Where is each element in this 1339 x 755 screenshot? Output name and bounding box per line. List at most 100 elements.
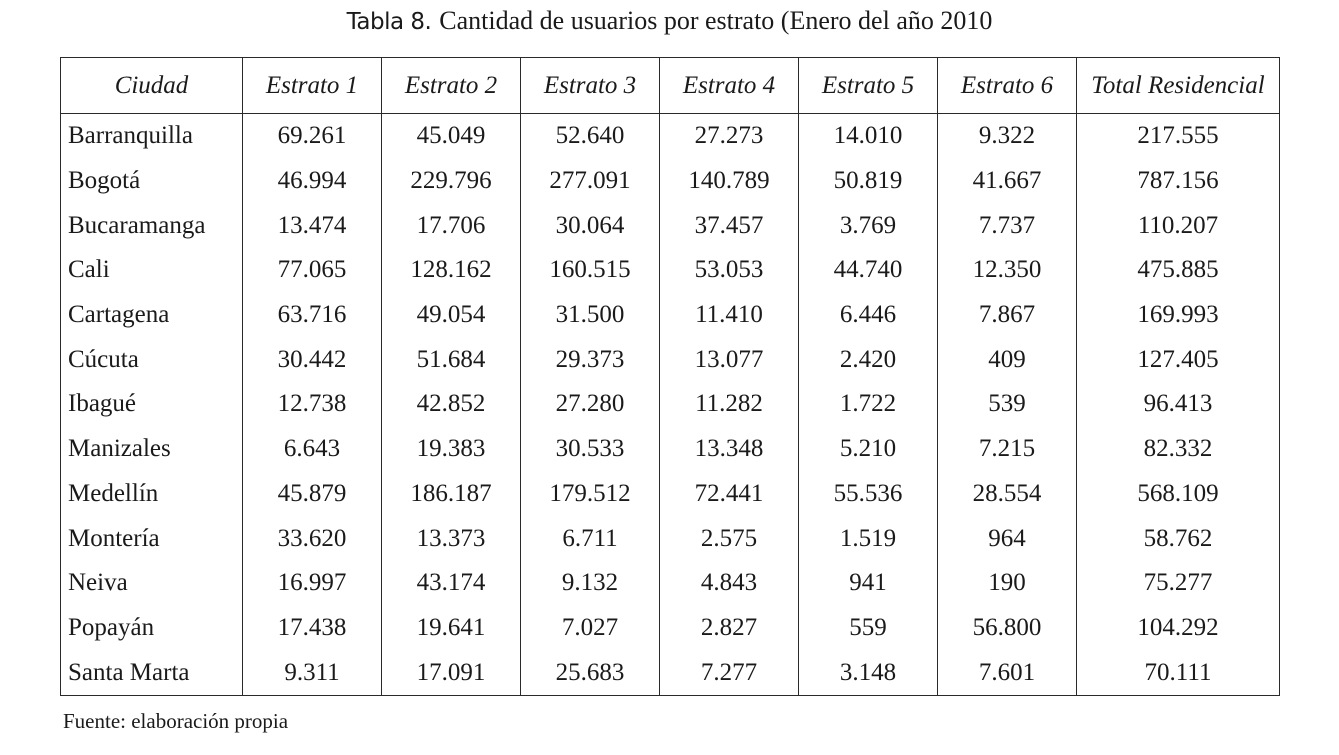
value-cell: 19.383: [381, 426, 521, 472]
value-cell: 3.148: [798, 650, 938, 696]
value-cell: 128.162: [381, 248, 521, 293]
value-cell: 9.311: [242, 650, 382, 696]
value-cell: 45.879: [242, 471, 382, 517]
value-cell: 217.555: [1076, 113, 1280, 159]
value-cell: 6.711: [520, 516, 660, 561]
value-cell: 9.132: [520, 560, 660, 606]
value-cell: 17.438: [242, 605, 382, 651]
value-cell: 30.442: [242, 337, 382, 383]
value-cell: 50.819: [798, 158, 938, 204]
value-cell: 11.410: [659, 292, 799, 338]
value-cell: 110.207: [1076, 203, 1280, 249]
value-cell: 2.420: [798, 337, 938, 383]
value-cell: 17.091: [381, 650, 521, 696]
column-header: Estrato 3: [520, 57, 660, 114]
table-row: Popayán 17.438 19.641 7.027 2.827 559 56.800 10…: [60, 605, 1280, 651]
caption-label: Tabla 8.: [346, 9, 432, 35]
value-cell: 409: [937, 337, 1077, 383]
value-cell: 72.441: [659, 471, 799, 517]
value-cell: 27.273: [659, 113, 799, 159]
value-cell: 941: [798, 560, 938, 606]
column-header: Ciudad: [60, 57, 243, 114]
value-cell: 17.706: [381, 203, 521, 249]
city-cell: Cúcuta: [60, 337, 243, 383]
value-cell: 7.601: [937, 650, 1077, 696]
value-cell: 229.796: [381, 158, 521, 204]
value-cell: 475.885: [1076, 248, 1280, 293]
value-cell: 29.373: [520, 337, 660, 383]
value-cell: 559: [798, 605, 938, 651]
value-cell: 127.405: [1076, 337, 1280, 383]
value-cell: 75.277: [1076, 560, 1280, 606]
value-cell: 2.575: [659, 516, 799, 561]
value-cell: 41.667: [937, 158, 1077, 204]
value-cell: 30.533: [520, 426, 660, 472]
value-cell: 6.643: [242, 426, 382, 472]
value-cell: 140.789: [659, 158, 799, 204]
value-cell: 69.261: [242, 113, 382, 159]
value-cell: 43.174: [381, 560, 521, 606]
column-header: Estrato 1: [242, 57, 382, 114]
value-cell: 1.519: [798, 516, 938, 561]
value-cell: 25.683: [520, 650, 660, 696]
value-cell: 9.322: [937, 113, 1077, 159]
table-row: Montería 33.620 13.373 6.711 2.575 1.519 964 58…: [60, 516, 1280, 561]
value-cell: 31.500: [520, 292, 660, 338]
value-cell: 44.740: [798, 248, 938, 293]
table-row: Barranquilla 69.261 45.049 52.640 27.273 14.0…: [60, 113, 1280, 159]
value-cell: 56.800: [937, 605, 1077, 651]
value-cell: 11.282: [659, 382, 799, 427]
value-cell: 96.413: [1076, 382, 1280, 427]
value-cell: 19.641: [381, 605, 521, 651]
city-cell: Medellín: [60, 471, 243, 517]
table-caption: Tabla 8. Cantidad de usuarios por estrat…: [0, 4, 1339, 39]
table-row: Santa Marta 9.311 17.091 25.683 7.277 3.148 7.…: [60, 650, 1280, 696]
caption-text: Cantidad de usuarios por estrato (Enero …: [439, 6, 993, 35]
city-cell: Popayán: [60, 605, 243, 651]
value-cell: 77.065: [242, 248, 382, 293]
value-cell: 13.077: [659, 337, 799, 383]
column-header: Estrato 5: [798, 57, 938, 114]
city-cell: Santa Marta: [60, 650, 243, 696]
value-cell: 13.474: [242, 203, 382, 249]
value-cell: 30.064: [520, 203, 660, 249]
value-cell: 6.446: [798, 292, 938, 338]
value-cell: 13.373: [381, 516, 521, 561]
table-body: Barranquilla 69.261 45.049 52.640 27.273 14.0…: [60, 113, 1280, 696]
city-cell: Bucaramanga: [60, 203, 243, 249]
value-cell: 7.215: [937, 426, 1077, 472]
value-cell: 160.515: [520, 248, 660, 293]
header-row: Ciudad Estrato 1 Estrato 2 Estrato 3 Estrato…: [60, 57, 1280, 114]
city-cell: Montería: [60, 516, 243, 561]
table-row: Cartagena 63.716 49.054 31.500 11.410 6.446 7.…: [60, 292, 1280, 338]
value-cell: 45.049: [381, 113, 521, 159]
value-cell: 179.512: [520, 471, 660, 517]
value-cell: 4.843: [659, 560, 799, 606]
value-cell: 104.292: [1076, 605, 1280, 651]
table-row: Bogotá 46.994 229.796 277.091 140.789 50.819 4…: [60, 158, 1280, 204]
city-cell: Cali: [60, 248, 243, 293]
city-cell: Manizales: [60, 426, 243, 472]
column-header: Estrato 2: [381, 57, 521, 114]
table-row: Bucaramanga 13.474 17.706 30.064 37.457 3.769…: [60, 203, 1280, 249]
value-cell: 33.620: [242, 516, 382, 561]
value-cell: 568.109: [1076, 471, 1280, 517]
value-cell: 12.738: [242, 382, 382, 427]
value-cell: 16.997: [242, 560, 382, 606]
value-cell: 27.280: [520, 382, 660, 427]
value-cell: 7.737: [937, 203, 1077, 249]
value-cell: 7.867: [937, 292, 1077, 338]
value-cell: 7.277: [659, 650, 799, 696]
column-header: Total Residencial: [1076, 57, 1280, 114]
value-cell: 1.722: [798, 382, 938, 427]
value-cell: 186.187: [381, 471, 521, 517]
column-header: Estrato 6: [937, 57, 1077, 114]
city-cell: Cartagena: [60, 292, 243, 338]
value-cell: 787.156: [1076, 158, 1280, 204]
value-cell: 13.348: [659, 426, 799, 472]
table-row: Cali 77.065 128.162 160.515 53.053 44.740 12.3…: [60, 248, 1280, 293]
value-cell: 49.054: [381, 292, 521, 338]
value-cell: 964: [937, 516, 1077, 561]
value-cell: 42.852: [381, 382, 521, 427]
source-note: Fuente: elaboración propia: [63, 709, 289, 733]
